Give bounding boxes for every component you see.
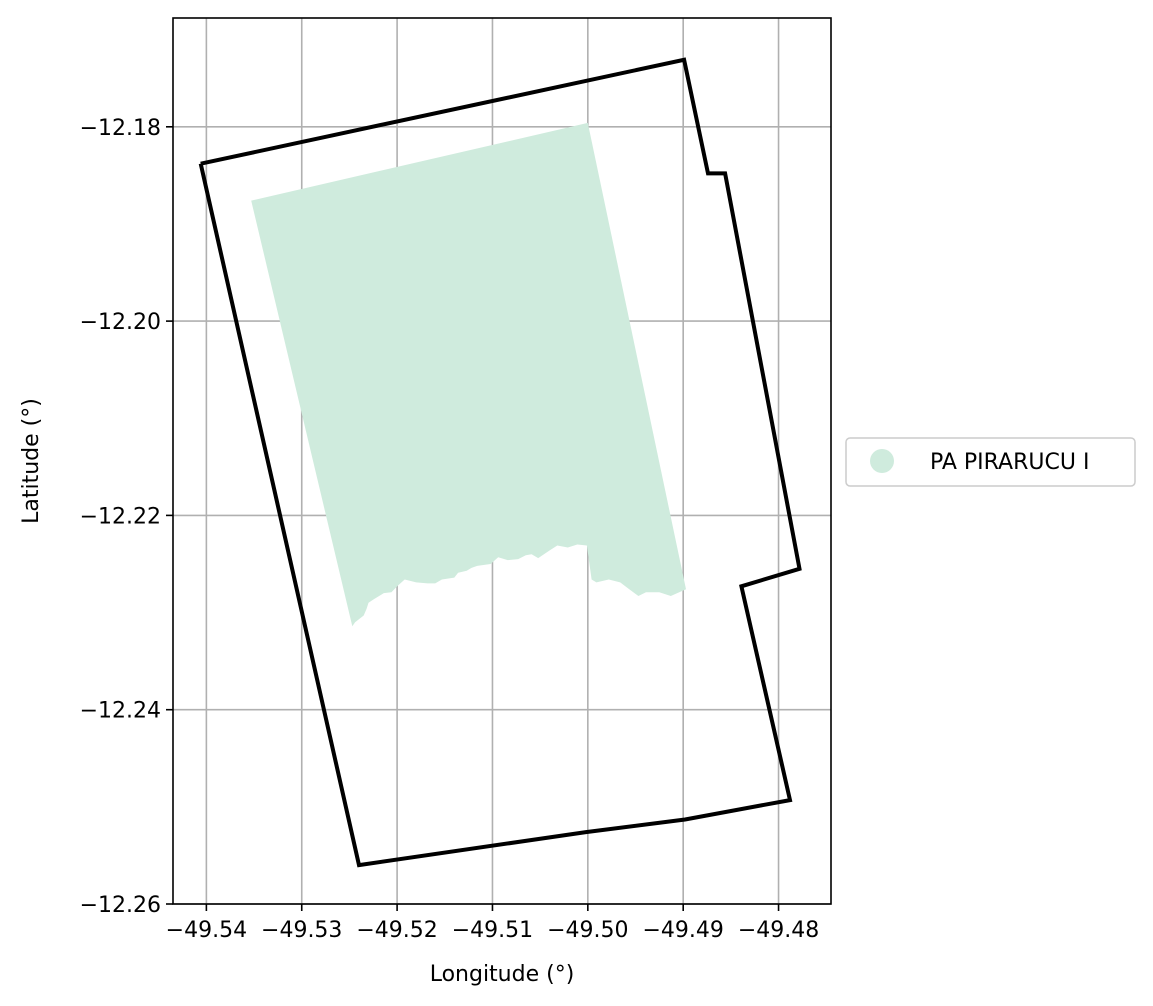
x-tick-label: −49.48: [738, 918, 819, 943]
x-tick-label: −49.52: [356, 918, 437, 943]
pa-pirarucu-area: [251, 122, 686, 627]
y-axis-title: Latitude (°): [19, 398, 44, 524]
x-tick-label: −49.53: [261, 918, 342, 943]
property-boundary-outline: [198, 57, 802, 868]
y-tick-label: −12.22: [80, 504, 161, 529]
x-tick-label: −49.50: [547, 918, 628, 943]
x-tick-label: −49.51: [452, 918, 533, 943]
y-tick-label: −12.26: [80, 893, 161, 918]
y-tick-label: −12.24: [80, 699, 161, 724]
x-axis-ticks: −49.54 −49.53 −49.52 −49.51 −49.50 −49.49 −49.…: [166, 904, 819, 943]
x-axis-title: Longitude (°): [430, 962, 575, 987]
legend-label: PA PIRARUCU I: [930, 450, 1089, 475]
plot-frame: [172, 17, 832, 905]
x-tick-label: −49.54: [166, 918, 247, 943]
y-tick-label: −12.18: [80, 116, 161, 141]
x-tick-label: −49.49: [642, 918, 723, 943]
legend-box: [845, 437, 1136, 487]
legend: PA PIRARUCU I: [845, 437, 1136, 487]
legend-marker: [870, 449, 894, 473]
y-tick-label: −12.20: [80, 310, 161, 335]
y-axis-ticks: −12.18 −12.20 −12.22 −12.24 −12.26: [80, 116, 173, 918]
